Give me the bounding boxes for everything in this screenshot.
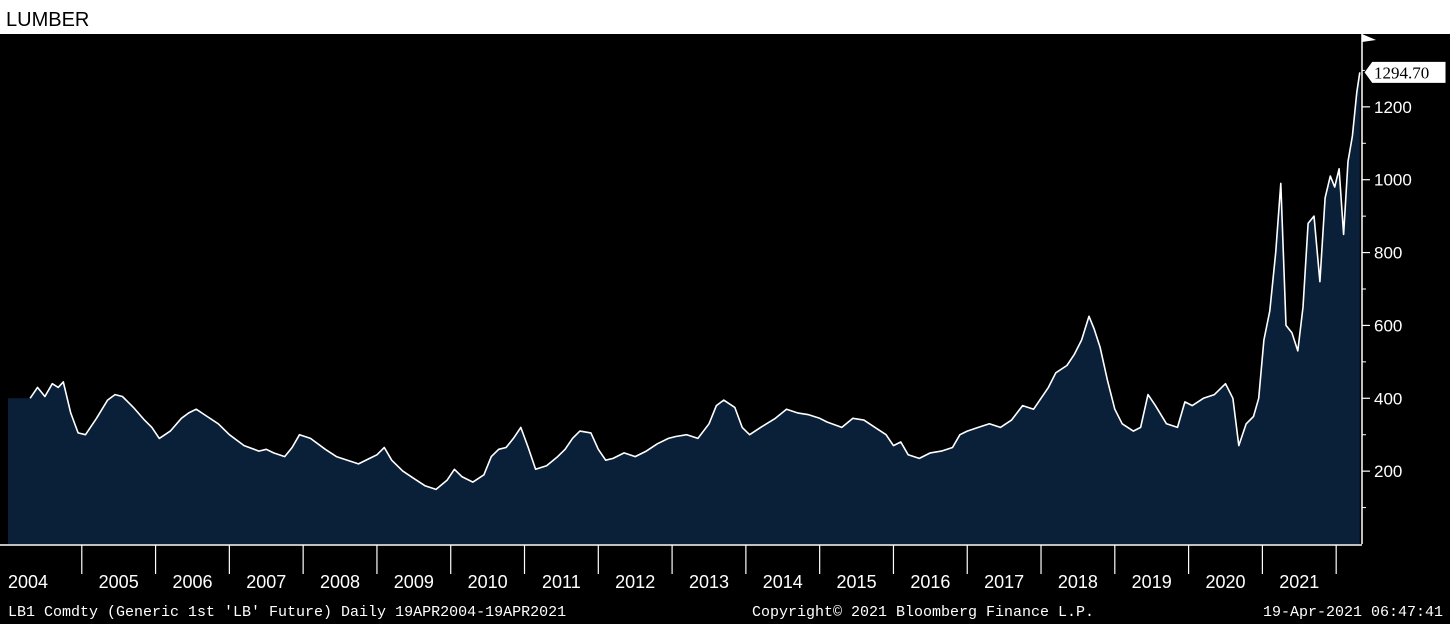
x-tick-label: 2014 [763, 572, 803, 592]
y-tick-label: 800 [1374, 244, 1402, 263]
x-tick-label: 2004 [8, 572, 48, 592]
x-tick-label: 2012 [615, 572, 655, 592]
last-value-box [1363, 60, 1447, 84]
x-tick-label: 2006 [172, 572, 212, 592]
footer-ticker-info: LB1 Comdty (Generic 1st 'LB' Future) Dai… [8, 604, 566, 621]
price-line [29, 72, 1361, 491]
footer-copyright: Copyright© 2021 Bloomberg Finance L.P. [752, 604, 1094, 621]
y-axis-arrow [1362, 34, 1376, 42]
x-tick-label: 2015 [837, 572, 877, 592]
x-tick-label: 2021 [1279, 572, 1319, 592]
x-tick-label: 2008 [320, 572, 360, 592]
x-tick-label: 2010 [468, 572, 508, 592]
y-axis: 200 400 600 800 1000 1200 [1361, 34, 1412, 544]
x-tick-label: 2016 [910, 572, 950, 592]
last-value-label: 1294.70 [1374, 63, 1429, 82]
y-tick-label: 1200 [1374, 98, 1412, 117]
x-tick-label: 2013 [689, 572, 729, 592]
price-area-series [8, 72, 1361, 545]
x-axis: 2004 2005 2006 2007 2008 2009 2010 2011 2012 2013… [0, 544, 1362, 592]
x-tick-label: 2007 [246, 572, 286, 592]
x-tick-label: 2020 [1205, 572, 1245, 592]
footer-timestamp: 19-Apr-2021 06:47:41 [1263, 604, 1443, 621]
footer: LB1 Comdty (Generic 1st 'LB' Future) Dai… [8, 604, 1443, 621]
y-tick-label: 600 [1374, 316, 1402, 335]
x-tick-label: 2005 [99, 572, 139, 592]
y-tick-label: 200 [1374, 462, 1402, 481]
x-tick-label: 2018 [1058, 572, 1098, 592]
x-tick-label: 2011 [542, 572, 581, 592]
x-tick-label: 2009 [394, 572, 434, 592]
y-tick-label: 1000 [1374, 171, 1412, 190]
x-tick-label: 2017 [984, 572, 1024, 592]
x-tick-label: 2019 [1132, 572, 1172, 592]
y-tick-label: 400 [1374, 389, 1402, 408]
price-area-fill [8, 72, 1360, 545]
last-value-marker: 1294.70 [1363, 60, 1447, 84]
chart-title: LUMBER [6, 9, 90, 31]
